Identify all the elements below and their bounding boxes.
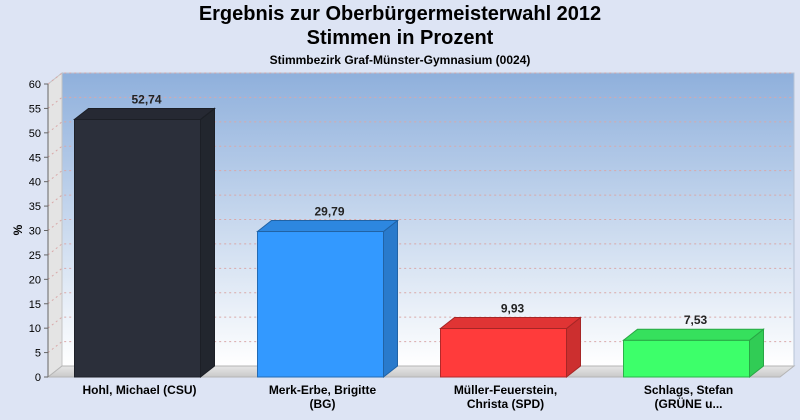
x-tick-label: Hohl, Michael (CSU) <box>82 383 196 397</box>
bar-side <box>383 219 398 379</box>
y-tick-label: 15 <box>29 299 41 311</box>
x-tick-label: Merk-Erbe, Brigitte <box>269 383 377 397</box>
x-tick-label: (BG) <box>310 397 336 411</box>
x-tick-label: Christa (SPD) <box>467 397 544 411</box>
y-tick-label: 25 <box>29 250 41 262</box>
x-tick-label: (GRÜNE u... <box>655 396 723 411</box>
grid-line <box>47 243 794 256</box>
y-tick-label: 50 <box>29 128 41 140</box>
plot-side-wall <box>47 71 63 379</box>
bar-front <box>440 328 567 378</box>
y-tick-label: 60 <box>29 79 41 91</box>
bar-top <box>622 328 765 341</box>
y-axis-label: % <box>11 224 25 235</box>
bar-top <box>73 107 216 120</box>
bar <box>73 107 216 379</box>
x-tick-label: Schlags, Stefan <box>644 383 733 397</box>
y-tick-label: 30 <box>29 226 41 238</box>
x-tick-label: Müller-Feuerstein, <box>454 383 557 397</box>
grid-line <box>47 72 794 85</box>
grid-line <box>47 219 794 231</box>
grid-line <box>47 267 794 280</box>
bar <box>622 328 765 379</box>
bar-front <box>74 118 201 378</box>
bar-side <box>200 107 215 379</box>
data-label: 7,53 <box>684 313 708 327</box>
grid-line <box>47 145 794 158</box>
grid-line <box>47 96 794 109</box>
chart-title-line2: Stimmen in Prozent <box>306 27 494 49</box>
chart-subtitle: Stimmbezirk Graf-Münster-Gymnasium (0024… <box>269 53 531 67</box>
y-tick-label: 10 <box>29 323 41 335</box>
bar-front <box>623 339 750 378</box>
bar-top <box>439 317 582 330</box>
bar-top <box>256 220 399 233</box>
data-label: 29,79 <box>314 205 344 219</box>
grid-line <box>47 121 794 134</box>
data-label: 9,93 <box>501 302 525 316</box>
bar-front <box>257 231 384 378</box>
y-tick-label: 55 <box>29 103 41 115</box>
y-tick-label: 0 <box>35 372 41 384</box>
y-tick-label: 35 <box>29 201 41 213</box>
y-tick-label: 20 <box>29 274 41 286</box>
y-tick-label: 45 <box>29 152 41 164</box>
chart-title-line1: Ergebnis zur Oberbürgermeisterwahl 2012 <box>198 3 602 25</box>
grid-line <box>47 170 794 183</box>
bar <box>439 316 582 379</box>
grid-line <box>47 194 794 207</box>
y-tick-label: 5 <box>35 348 41 360</box>
data-label: 52,74 <box>131 92 161 106</box>
y-tick-label: 40 <box>29 177 41 189</box>
bar <box>256 219 399 379</box>
grid-line <box>47 292 794 305</box>
